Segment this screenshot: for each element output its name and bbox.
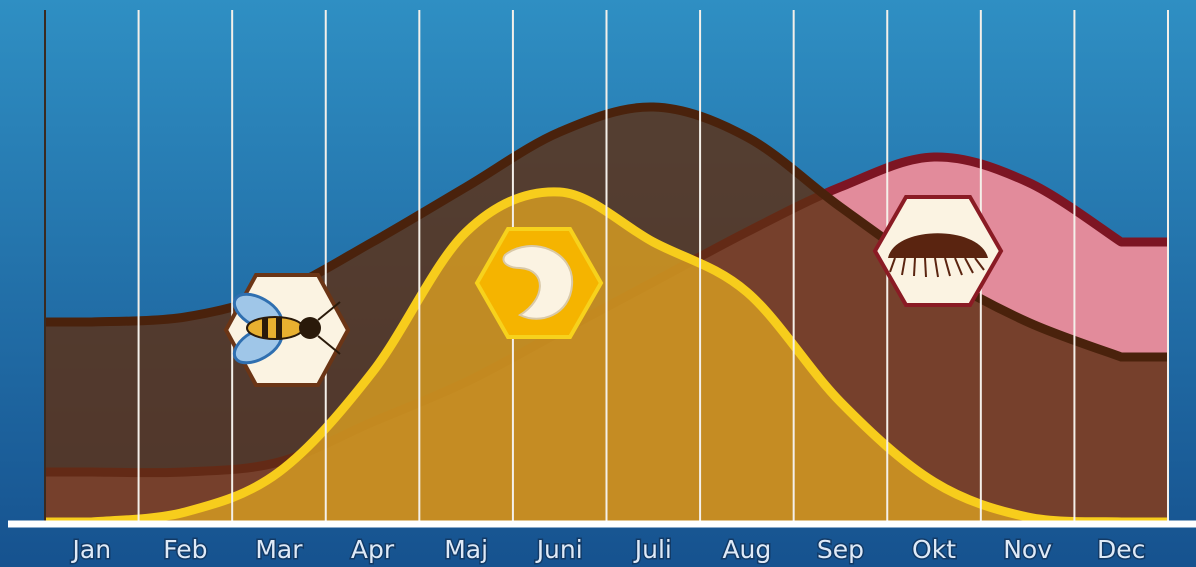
x-tick-label: Aug — [722, 535, 771, 564]
x-tick-label: Juni — [535, 535, 583, 564]
x-tick-label: Nov — [1003, 535, 1052, 564]
larva-icon — [474, 227, 604, 339]
bee-icon — [223, 273, 351, 387]
x-tick-label: Mar — [255, 535, 303, 564]
x-tick-label: Maj — [444, 535, 488, 564]
icons — [223, 195, 1004, 387]
area-line — [45, 187, 1168, 527]
x-tick-label: Juli — [633, 535, 672, 564]
x-tick-label: Feb — [163, 535, 207, 564]
x-axis: Jan Feb Mar Apr Maj Juni Juli Aug Sep Okt Nov Dec — [69, 534, 1147, 566]
x-tick-label: Sep — [817, 535, 864, 564]
x-tick-label: Jan — [71, 535, 112, 564]
x-tick-label: Dec — [1097, 535, 1145, 564]
x-tick-label: Okt — [912, 535, 956, 564]
mite-icon — [872, 195, 1004, 307]
x-tick-label: Apr — [351, 535, 395, 564]
